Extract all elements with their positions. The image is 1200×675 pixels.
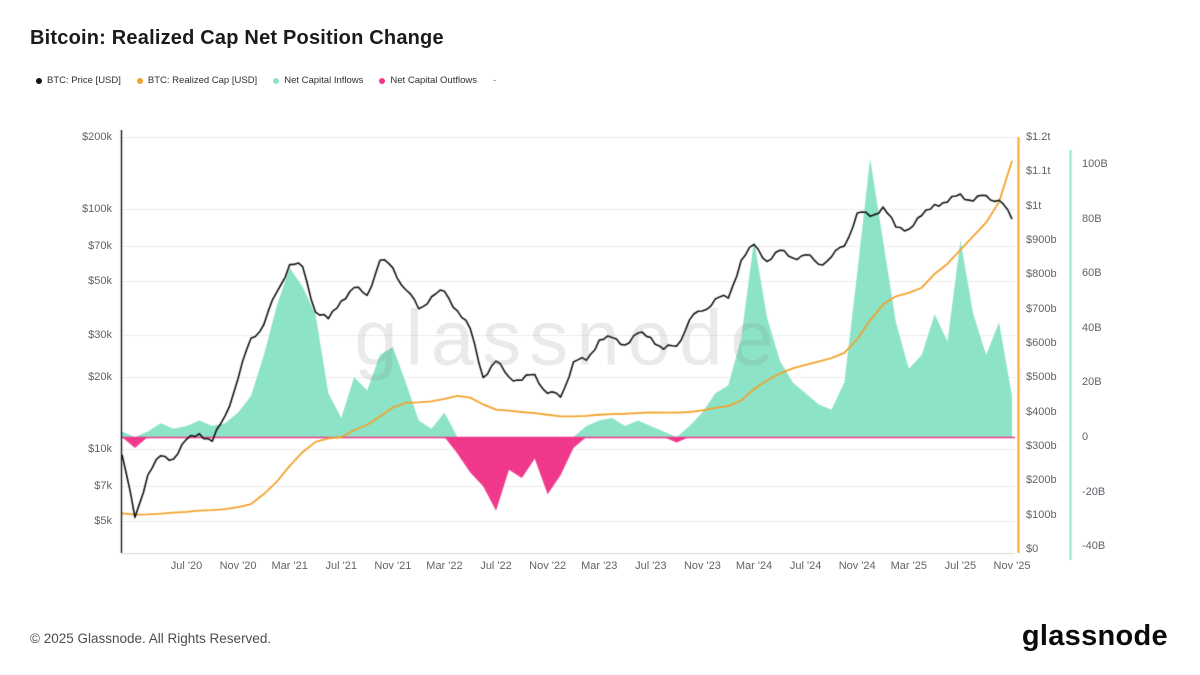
price-tick-label: $20k: [88, 371, 112, 383]
realized-cap-tick-label: $0: [1026, 543, 1039, 555]
price-tick-label: $7k: [94, 480, 112, 493]
price-tick-label: $100k: [82, 203, 112, 216]
netflow-tick-label: 100B: [1082, 158, 1108, 170]
realized-cap-tick-label: $300b: [1026, 440, 1057, 452]
realized-cap-tick-label: $1t: [1026, 199, 1042, 212]
realized-cap-tick-label: $100b: [1026, 508, 1057, 521]
x-tick-label: Jul '23: [635, 560, 667, 572]
x-tick-label: Jul '21: [325, 560, 357, 572]
x-tick-label: Jul '25: [944, 560, 977, 572]
x-tick-label: Nov '21: [374, 560, 412, 572]
x-tick-label: Nov '23: [683, 560, 721, 572]
x-tick-label: Mar '23: [581, 560, 618, 572]
netflow-tick-label: -40B: [1082, 540, 1106, 553]
x-tick-label: Mar '24: [735, 560, 773, 572]
x-tick-label: Nov '24: [838, 560, 876, 572]
price-tick-label: $70k: [88, 240, 112, 253]
netflow-tick-label: 20B: [1082, 376, 1102, 389]
netflow-tick-label: 40B: [1082, 321, 1102, 334]
realized-cap-tick-label: $700b: [1026, 302, 1057, 315]
netflow-tick-label: 80B: [1082, 212, 1102, 225]
glassnode-logo: glassnode: [1021, 620, 1168, 652]
netflow-tick-label: -20B: [1082, 485, 1106, 498]
x-tick-label: Nov '22: [529, 560, 567, 572]
netflow-tick-label: 0: [1082, 431, 1089, 443]
price-tick-label: $10k: [88, 443, 112, 456]
x-tick-label: Nov '25: [993, 560, 1031, 572]
realized-cap-tick-label: $1.2t: [1026, 131, 1051, 143]
realized-cap-tick-label: $600b: [1026, 337, 1057, 349]
x-tick-label: Mar '25: [890, 560, 927, 572]
x-tick-label: Jul '20: [170, 560, 203, 572]
price-tick-label: $50k: [88, 275, 112, 288]
realized-cap-tick-label: $400b: [1026, 405, 1057, 418]
footer-copyright: © 2025 Glassnode. All Rights Reserved.: [30, 631, 272, 646]
realized-cap-tick-label: $200b: [1026, 474, 1057, 487]
x-tick-label: Jul '22: [480, 560, 512, 572]
price-tick-label: $200k: [82, 131, 112, 143]
realized-cap-tick-label: $900b: [1026, 234, 1057, 246]
realized-cap-tick-label: $500b: [1026, 371, 1057, 384]
price-tick-label: $30k: [88, 328, 112, 341]
realized-cap-tick-label: $800b: [1026, 268, 1057, 281]
price-tick-label: $5k: [94, 515, 112, 528]
x-tick-label: Nov '20: [219, 560, 257, 572]
realized-cap-tick-label: $1.1t: [1026, 165, 1051, 178]
x-tick-label: Jul '24: [789, 560, 822, 572]
x-tick-label: Mar '21: [271, 560, 308, 572]
netflow-tick-label: 60B: [1082, 267, 1102, 280]
x-tick-label: Mar '22: [426, 560, 463, 572]
